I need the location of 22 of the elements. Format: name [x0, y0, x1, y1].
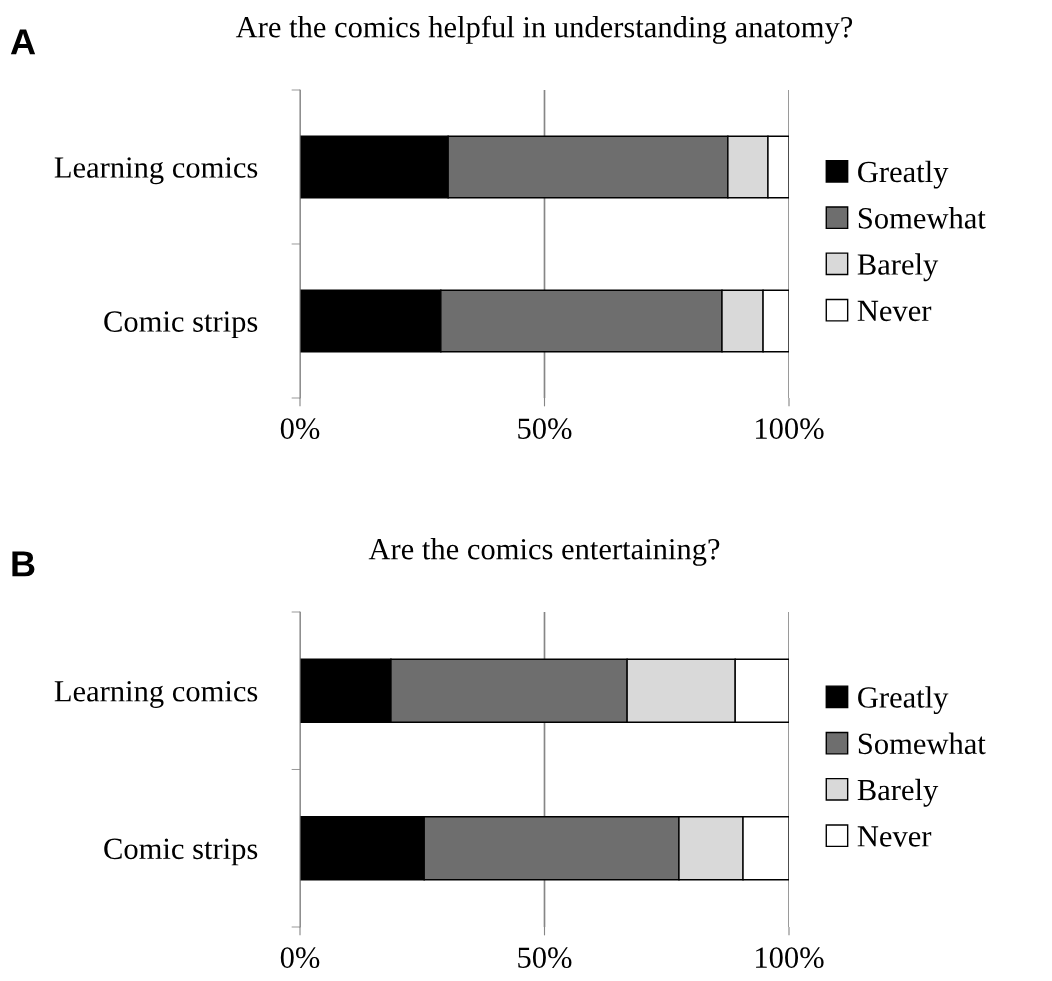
legend-label: Somewhat	[858, 732, 986, 755]
y-tick-label: Comic strips	[104, 838, 258, 866]
legend-label: Never	[857, 826, 932, 847]
legend-label: Never	[857, 300, 932, 322]
y-tick-label: Comic strips	[104, 311, 258, 339]
x-tick-label: 100%	[756, 947, 824, 969]
x-tick-label: 50%	[518, 418, 572, 440]
x-tick-label: 0%	[280, 418, 320, 440]
y-tick-label: Learning comics	[54, 681, 258, 708]
legend-label: Greatly	[858, 160, 949, 189]
y-tick-label: Learning comics	[54, 157, 258, 185]
text: B	[12, 551, 35, 577]
text: A	[10, 29, 36, 55]
chart-title: Are the comics entertaining?	[368, 538, 720, 566]
x-tick-label: 0%	[280, 947, 320, 969]
chart-title: Are the comics helpful in understanding anatomy?	[235, 15, 853, 44]
legend-label: Somewhat	[858, 207, 986, 229]
legend-label: Barely	[857, 778, 939, 807]
x-tick-label: 100%	[756, 418, 824, 440]
legend-label: Greatly	[858, 686, 949, 715]
legend-label: Barely	[857, 253, 939, 282]
x-tick-label: 50%	[518, 947, 572, 969]
